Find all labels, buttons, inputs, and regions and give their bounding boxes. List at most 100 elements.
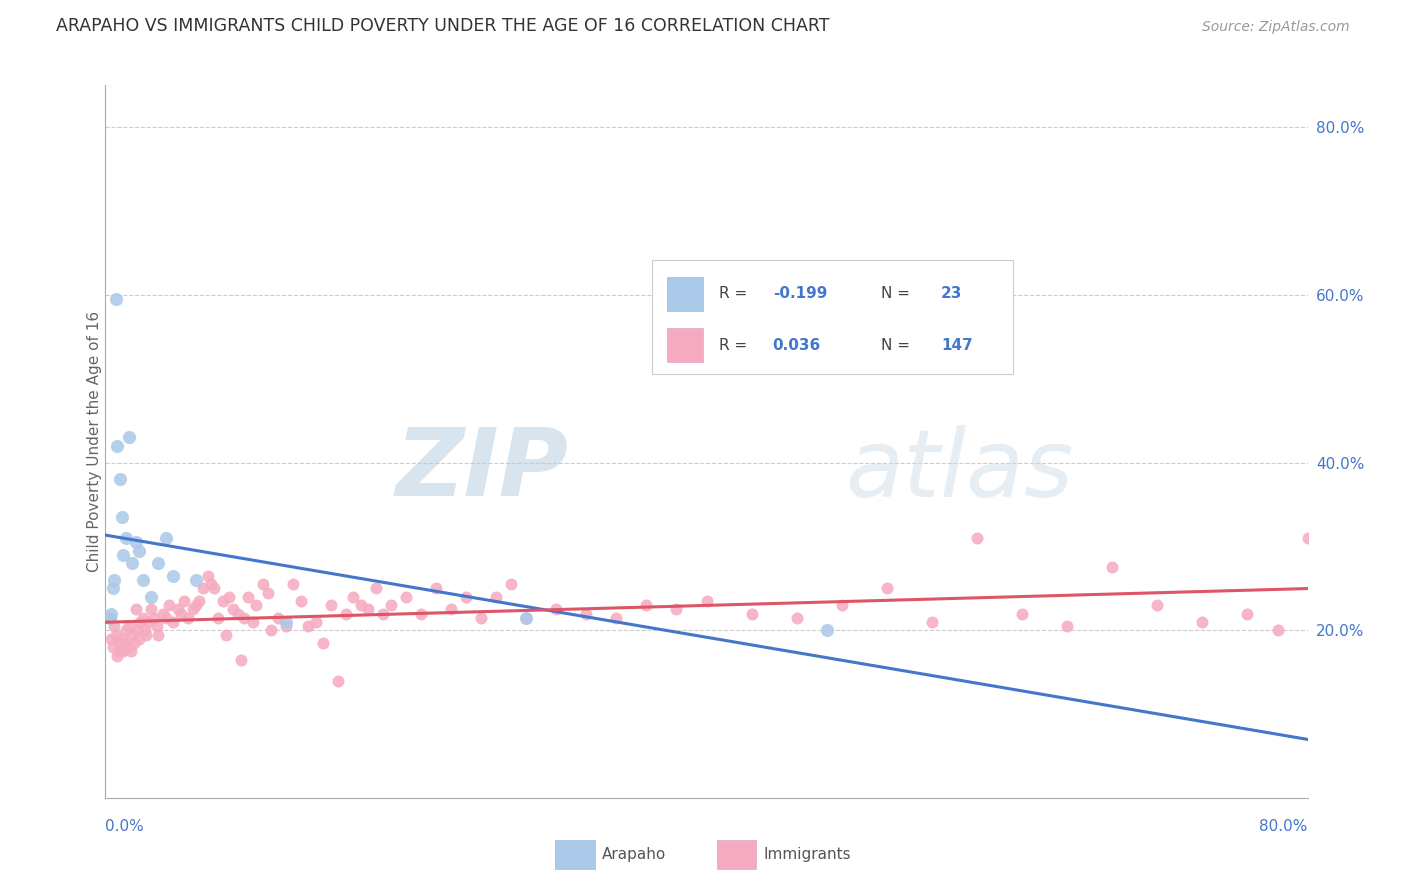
Point [118,430,141,444]
Point [1146,599,1168,613]
Point [166,602,188,616]
Point [115,531,138,545]
Point [267,611,290,625]
Point [142,611,165,625]
Point [364,582,387,596]
Text: R =: R = [718,286,752,301]
Point [357,602,380,616]
Point [1191,615,1213,629]
Point [470,611,492,625]
Point [222,602,245,616]
Text: Source: ZipAtlas.com: Source: ZipAtlas.com [1202,21,1350,34]
Point [815,624,838,638]
Point [107,648,129,663]
Point [184,573,207,587]
Point [1296,531,1319,545]
Point [139,602,162,616]
Point [136,615,159,629]
Text: Arapaho: Arapaho [602,847,666,862]
Point [1236,607,1258,621]
Point [112,644,135,658]
Point [256,585,278,599]
Point [101,582,124,596]
Text: 80.0%: 80.0% [1260,820,1308,834]
Point [274,615,297,629]
Point [125,624,148,638]
Point [121,627,143,641]
Point [274,619,297,633]
Point [297,619,319,633]
Point [232,611,254,625]
Point [181,602,204,616]
Point [575,607,598,621]
Point [1011,607,1033,621]
Point [103,573,125,587]
Point [98,611,121,625]
Point [242,615,264,629]
Text: ZIP: ZIP [395,424,568,516]
Point [260,624,283,638]
Point [145,619,167,633]
Point [112,548,135,562]
Point [117,640,139,655]
Point [454,590,477,604]
Point [305,615,328,629]
Point [238,590,260,604]
Point [342,590,364,604]
Point [107,439,129,453]
Point [155,531,177,545]
Point [350,599,373,613]
Point [104,292,127,306]
Point [169,607,191,621]
Point [146,627,169,641]
Point [328,673,350,688]
Point [409,607,432,621]
Point [395,590,418,604]
Point [120,644,142,658]
Text: N =: N = [880,286,915,301]
Point [214,627,236,641]
Text: 0.036: 0.036 [773,338,821,352]
Point [101,640,124,655]
Point [202,582,225,596]
Point [831,599,853,613]
Point [100,607,122,621]
Point [135,627,157,641]
Point [546,602,568,616]
Text: 23: 23 [941,286,962,301]
Point [211,594,233,608]
Point [425,582,447,596]
Point [173,594,195,608]
Point [111,632,134,646]
Point [501,577,523,591]
Text: 147: 147 [941,338,973,352]
Point [373,607,395,621]
Point [636,599,658,613]
Text: 0.0%: 0.0% [105,820,145,834]
Point [124,535,146,549]
Point [187,594,209,608]
Point [966,531,988,545]
Point [876,582,898,596]
Text: Immigrants: Immigrants [763,847,851,862]
Point [132,611,155,625]
Point [515,611,537,625]
Point [100,632,122,646]
Point [786,611,808,625]
Point [1267,624,1289,638]
Point [207,611,229,625]
Point [1056,619,1078,633]
Point [290,594,312,608]
Point [110,644,132,658]
Point [197,569,219,583]
Point [108,636,131,650]
Bar [666,277,703,311]
Point [155,611,177,625]
Point [252,577,274,591]
Point [177,611,200,625]
Point [312,636,335,650]
Point [115,624,138,638]
Point [162,569,184,583]
Point [139,590,162,604]
Point [605,611,627,625]
